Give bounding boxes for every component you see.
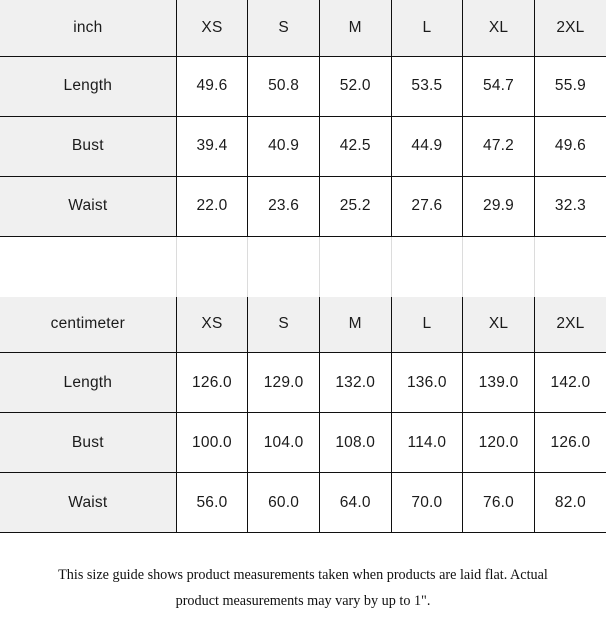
table-row: Bust 100.0 104.0 108.0 114.0 120.0 126.0: [0, 412, 606, 473]
table-spacer-row: [0, 236, 606, 297]
cm-size-header-m: M: [318, 296, 392, 353]
inch-row-label-bust: Bust: [0, 116, 177, 177]
inch-bust-2xl: 49.6: [533, 116, 606, 177]
inch-table-header-row: inch XS S M L XL 2XL: [0, 0, 606, 57]
inch-bust-xs: 39.4: [175, 116, 248, 177]
size-guide-footer-note: This size guide shows product measuremen…: [58, 567, 548, 609]
cm-length-xl: 139.0: [462, 352, 535, 413]
inch-waist-m: 25.2: [318, 176, 392, 237]
inch-length-2xl: 55.9: [533, 56, 606, 117]
cm-length-2xl: 142.0: [533, 352, 606, 413]
table-row: Length 49.6 50.8 52.0 53.5 54.7 55.9: [0, 56, 606, 117]
inch-row-label-waist: Waist: [0, 176, 177, 237]
table-row: Length 126.0 129.0 132.0 136.0 139.0 142…: [0, 352, 606, 413]
cm-size-header-l: L: [390, 296, 463, 353]
spacer-cell: [175, 236, 248, 297]
inch-row-label-length: Length: [0, 56, 177, 117]
cm-bust-l: 114.0: [390, 412, 463, 473]
cm-waist-xl: 76.0: [462, 472, 535, 533]
inch-waist-xs: 22.0: [175, 176, 248, 237]
inch-size-header-xl: XL: [462, 0, 535, 57]
inch-bust-s: 40.9: [247, 116, 320, 177]
inch-size-header-2xl: 2XL: [533, 0, 606, 57]
inch-size-header-xs: XS: [175, 0, 248, 57]
table-row: Waist 56.0 60.0 64.0 70.0 76.0 82.0: [0, 472, 606, 533]
inch-unit-label: inch: [0, 0, 177, 57]
table-row: Bust 39.4 40.9 42.5 44.9 47.2 49.6: [0, 116, 606, 177]
cm-waist-2xl: 82.0: [533, 472, 606, 533]
centimeter-unit-label: centimeter: [0, 296, 177, 353]
cm-bust-s: 104.0: [247, 412, 320, 473]
inch-length-m: 52.0: [318, 56, 392, 117]
cm-size-header-xs: XS: [175, 296, 248, 353]
inch-bust-xl: 47.2: [462, 116, 535, 177]
inch-size-header-m: M: [318, 0, 392, 57]
inch-length-xl: 54.7: [462, 56, 535, 117]
centimeter-table-header-row: centimeter XS S M L XL 2XL: [0, 296, 606, 353]
inch-length-xs: 49.6: [175, 56, 248, 117]
inch-size-header-s: S: [247, 0, 320, 57]
cm-length-l: 136.0: [390, 352, 463, 413]
cm-bust-2xl: 126.0: [533, 412, 606, 473]
cm-size-header-2xl: 2XL: [533, 296, 606, 353]
cm-bust-m: 108.0: [318, 412, 392, 473]
inch-waist-l: 27.6: [390, 176, 463, 237]
inch-bust-m: 42.5: [318, 116, 392, 177]
cm-waist-l: 70.0: [390, 472, 463, 533]
cm-bust-xs: 100.0: [175, 412, 248, 473]
cm-row-label-bust: Bust: [0, 412, 177, 473]
cm-waist-m: 64.0: [318, 472, 392, 533]
inch-size-header-l: L: [390, 0, 463, 57]
cm-bust-xl: 120.0: [462, 412, 535, 473]
inch-bust-l: 44.9: [390, 116, 463, 177]
cm-waist-xs: 56.0: [175, 472, 248, 533]
cm-row-label-length: Length: [0, 352, 177, 413]
inch-waist-xl: 29.9: [462, 176, 535, 237]
inch-length-l: 53.5: [390, 56, 463, 117]
cm-length-s: 129.0: [247, 352, 320, 413]
cm-length-xs: 126.0: [175, 352, 248, 413]
cm-waist-s: 60.0: [247, 472, 320, 533]
inch-length-s: 50.8: [247, 56, 320, 117]
inch-waist-2xl: 32.3: [533, 176, 606, 237]
spacer-cell: [318, 236, 392, 297]
spacer-cell: [390, 236, 463, 297]
cm-size-header-s: S: [247, 296, 320, 353]
cm-size-header-xl: XL: [462, 296, 535, 353]
size-chart-table: inch XS S M L XL 2XL Length 49.6 50.8 52…: [0, 0, 606, 533]
inch-waist-s: 23.6: [247, 176, 320, 237]
cm-row-label-waist: Waist: [0, 472, 177, 533]
spacer-cell: [462, 236, 535, 297]
spacer-cell: [0, 236, 177, 297]
spacer-cell: [533, 236, 606, 297]
table-row: Waist 22.0 23.6 25.2 27.6 29.9 32.3: [0, 176, 606, 237]
spacer-cell: [247, 236, 320, 297]
cm-length-m: 132.0: [318, 352, 392, 413]
